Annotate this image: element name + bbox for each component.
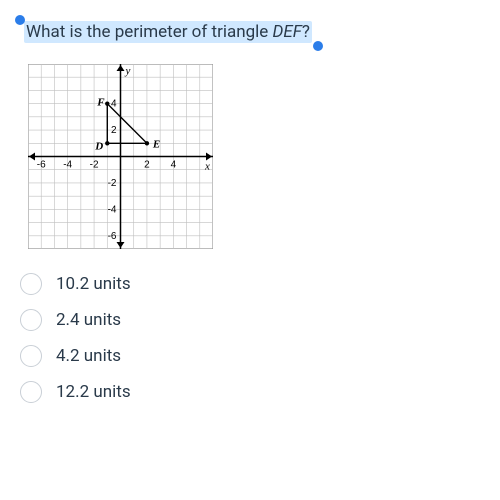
option-label: 12.2 units — [56, 382, 131, 402]
option-label: 2.4 units — [56, 310, 121, 330]
svg-text:-4: -4 — [108, 204, 117, 215]
question-text: What is the perimeter of triangle DEF? — [20, 20, 316, 44]
radio-icon — [20, 345, 42, 367]
triangle-graph: -6-4-224-6-4-224xyDEF — [28, 64, 480, 253]
option-label: 4.2 units — [56, 346, 121, 366]
option-d[interactable]: 12.2 units — [20, 381, 480, 403]
option-c[interactable]: 4.2 units — [20, 345, 480, 367]
svg-text:D: D — [94, 140, 103, 152]
selection-start-handle[interactable] — [15, 15, 25, 25]
radio-icon — [20, 273, 42, 295]
option-b[interactable]: 2.4 units — [20, 309, 480, 331]
selection-end-handle[interactable] — [313, 41, 323, 51]
svg-text:-4: -4 — [63, 160, 72, 171]
svg-text:E: E — [152, 138, 160, 150]
svg-text:-2: -2 — [108, 178, 117, 189]
answer-options: 10.2 units 2.4 units 4.2 units 12.2 unit… — [20, 273, 480, 403]
svg-text:-6: -6 — [108, 231, 117, 242]
svg-text:2: 2 — [144, 160, 150, 171]
svg-text:2: 2 — [111, 125, 117, 136]
option-a[interactable]: 10.2 units — [20, 273, 480, 295]
svg-text:x: x — [204, 161, 210, 173]
svg-text:y: y — [125, 65, 131, 77]
radio-icon — [20, 309, 42, 331]
radio-icon — [20, 381, 42, 403]
svg-text:-6: -6 — [37, 160, 46, 171]
option-label: 10.2 units — [56, 274, 131, 294]
svg-text:F: F — [96, 97, 105, 109]
svg-text:-2: -2 — [90, 160, 99, 171]
svg-text:4: 4 — [171, 160, 177, 171]
